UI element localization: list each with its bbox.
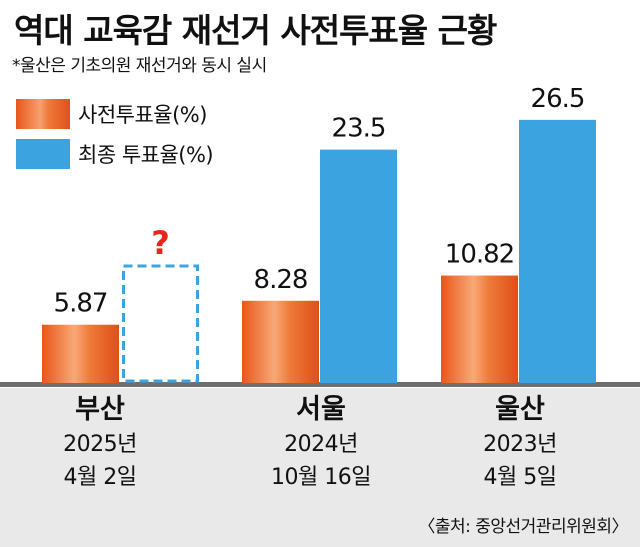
data-label-early-1: 8.28	[254, 265, 308, 295]
legend-item-early-vote: 사전투표율(%)	[16, 98, 207, 130]
data-label-early-0: 5.87	[54, 289, 108, 319]
category-year: 2024년	[284, 432, 358, 457]
category-day: 4월 2일	[63, 465, 137, 490]
bar-final-1	[320, 149, 397, 383]
category-busan: 부산 2025년 4월 2일	[10, 392, 190, 494]
category-seoul: 서울 2024년 10월 16일	[231, 392, 411, 494]
legend-label-early-vote: 사전투표율(%)	[78, 103, 207, 127]
category-year: 2023년	[483, 432, 557, 457]
legend-label-final-turnout: 최종 투표율(%)	[78, 143, 214, 167]
baseline	[0, 382, 640, 387]
category-name: 울산	[495, 394, 545, 425]
bar-early-2	[441, 275, 518, 383]
legend-swatch-final-turnout	[16, 139, 70, 169]
data-label-early-2: 10.82	[445, 240, 514, 270]
category-day: 10월 16일	[271, 465, 371, 490]
data-label-unknown-0: ?	[151, 224, 170, 262]
category-day: 4월 5일	[483, 465, 557, 490]
category-name: 서울	[296, 394, 346, 425]
category-ulsan: 울산 2023년 4월 5일	[430, 392, 610, 494]
chart-subtitle: *울산은 기초의원 재선거와 동시 실시	[12, 56, 267, 76]
bar-unknown-0	[122, 264, 199, 383]
data-label-final-2: 26.5	[531, 84, 585, 114]
category-footer-band	[0, 388, 640, 547]
category-name: 부산	[75, 394, 125, 425]
chart-title: 역대 교육감 재선거 사전투표율 근황	[14, 11, 497, 50]
source-note: 〈출처: 중앙선거관리위원회〉	[418, 517, 628, 537]
category-year: 2025년	[63, 432, 137, 457]
bar-early-1	[242, 300, 319, 383]
legend-item-final-turnout: 최종 투표율(%)	[16, 138, 214, 170]
bar-final-2	[519, 119, 596, 383]
legend-swatch-early-vote	[16, 99, 70, 129]
data-label-final-1: 23.5	[332, 114, 386, 144]
bar-early-0	[42, 324, 119, 383]
